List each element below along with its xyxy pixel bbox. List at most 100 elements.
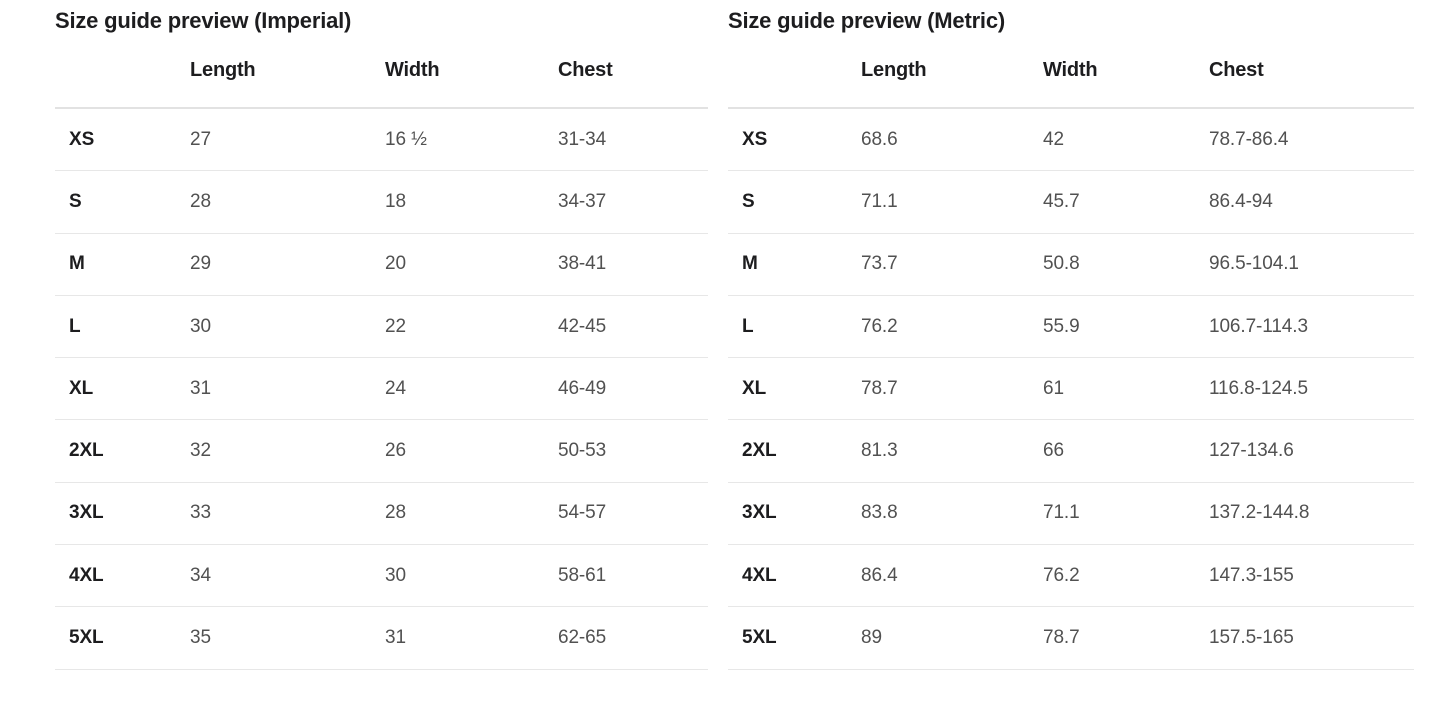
column-header-row: Length Width Chest (55, 58, 708, 82)
cell-size: 3XL (69, 502, 104, 524)
column-header-size (55, 58, 190, 82)
cell-length: 35 (190, 627, 211, 649)
cell-length: 68.6 (861, 128, 898, 150)
table-row: 5XL 89 78.7 157.5-165 (728, 607, 1414, 670)
cell-length: 73.7 (861, 253, 898, 275)
cell-size: XL (742, 377, 767, 399)
table-row: 4XL 34 30 58-61 (55, 545, 708, 608)
cell-chest: 54-57 (558, 502, 607, 524)
cell-length: 33 (190, 502, 211, 524)
table-row: 3XL 33 28 54-57 (55, 483, 708, 546)
column-header-length: Length (861, 59, 927, 81)
cell-chest: 31-34 (558, 128, 607, 150)
cell-width: 76.2 (1043, 564, 1080, 586)
cell-chest: 78.7-86.4 (1209, 128, 1289, 150)
cell-length: 30 (190, 315, 211, 337)
cell-length: 31 (190, 377, 211, 399)
cell-size: M (742, 253, 758, 275)
cell-length: 34 (190, 564, 211, 586)
cell-width: 31 (385, 627, 406, 649)
table-row: XL 78.7 61 116.8-124.5 (728, 358, 1414, 421)
table-row: M 29 20 38-41 (55, 234, 708, 296)
table-title: Size guide preview (Metric) (728, 8, 1006, 33)
column-header-size (728, 58, 861, 82)
table-row: XL 31 24 46-49 (55, 358, 708, 421)
cell-width: 55.9 (1043, 315, 1080, 337)
cell-length: 81.3 (861, 440, 898, 462)
cell-width: 16 ½ (385, 128, 427, 150)
cell-width: 78.7 (1043, 627, 1080, 649)
cell-chest: 137.2-144.8 (1209, 502, 1310, 524)
table-row: L 30 22 42-45 (55, 296, 708, 359)
table-row: XS 68.6 42 78.7-86.4 (728, 109, 1414, 172)
cell-size: XL (69, 377, 94, 399)
size-guide-imperial: Size guide preview (Imperial) Length Wid… (55, 8, 708, 670)
cell-length: 76.2 (861, 315, 898, 337)
size-guide-metric: Size guide preview (Metric) Length Width… (728, 8, 1414, 670)
table-row: M 73.7 50.8 96.5-104.1 (728, 234, 1414, 296)
cell-width: 18 (385, 190, 406, 212)
cell-chest: 127-134.6 (1209, 440, 1294, 462)
cell-size: L (69, 315, 81, 337)
column-header-width: Width (1043, 59, 1098, 81)
cell-chest: 50-53 (558, 440, 607, 462)
cell-size: 3XL (742, 502, 777, 524)
cell-width: 22 (385, 315, 406, 337)
cell-size: S (742, 190, 755, 212)
cell-size: 2XL (69, 440, 104, 462)
cell-chest: 116.8-124.5 (1209, 377, 1308, 399)
cell-length: 29 (190, 253, 211, 275)
column-header-chest: Chest (1209, 59, 1264, 81)
table-row: S 28 18 34-37 (55, 171, 708, 234)
cell-width: 26 (385, 440, 406, 462)
cell-chest: 106.7-114.3 (1209, 315, 1308, 337)
cell-chest: 38-41 (558, 253, 607, 275)
cell-length: 78.7 (861, 377, 898, 399)
cell-width: 42 (1043, 128, 1064, 150)
cell-chest: 157.5-165 (1209, 627, 1294, 649)
table-row: S 71.1 45.7 86.4-94 (728, 171, 1414, 234)
table-body: XS 27 16 ½ 31-34 S 28 18 34-37 M 29 20 3… (55, 107, 708, 670)
table-row: 2XL 81.3 66 127-134.6 (728, 420, 1414, 483)
cell-size: S (69, 190, 82, 212)
cell-width: 28 (385, 502, 406, 524)
cell-length: 28 (190, 190, 211, 212)
cell-length: 32 (190, 440, 211, 462)
cell-size: 4XL (69, 564, 104, 586)
cell-width: 50.8 (1043, 253, 1080, 275)
cell-chest: 147.3-155 (1209, 564, 1294, 586)
cell-length: 86.4 (861, 564, 898, 586)
cell-width: 30 (385, 564, 406, 586)
cell-chest: 34-37 (558, 190, 607, 212)
cell-size: XS (742, 128, 768, 150)
cell-chest: 62-65 (558, 627, 607, 649)
cell-width: 20 (385, 253, 406, 275)
cell-width: 71.1 (1043, 502, 1080, 524)
cell-chest: 96.5-104.1 (1209, 253, 1299, 275)
cell-chest: 46-49 (558, 377, 607, 399)
cell-length: 71.1 (861, 190, 898, 212)
table-row: 3XL 83.8 71.1 137.2-144.8 (728, 483, 1414, 546)
cell-size: M (69, 253, 85, 275)
cell-chest: 86.4-94 (1209, 190, 1273, 212)
cell-length: 89 (861, 627, 882, 649)
cell-length: 27 (190, 128, 211, 150)
cell-size: XS (69, 128, 95, 150)
table-row: L 76.2 55.9 106.7-114.3 (728, 296, 1414, 359)
table-row: 4XL 86.4 76.2 147.3-155 (728, 545, 1414, 608)
cell-chest: 58-61 (558, 564, 607, 586)
table-row: 5XL 35 31 62-65 (55, 607, 708, 670)
cell-size: 5XL (69, 627, 104, 649)
table-title: Size guide preview (Imperial) (55, 8, 352, 33)
cell-size: L (742, 315, 754, 337)
column-header-length: Length (190, 59, 256, 81)
column-header-chest: Chest (558, 59, 613, 81)
cell-width: 45.7 (1043, 190, 1080, 212)
cell-chest: 42-45 (558, 315, 607, 337)
table-row: XS 27 16 ½ 31-34 (55, 109, 708, 172)
cell-size: 2XL (742, 440, 777, 462)
table-body: XS 68.6 42 78.7-86.4 S 71.1 45.7 86.4-94… (728, 107, 1414, 670)
table-row: 2XL 32 26 50-53 (55, 420, 708, 483)
cell-size: 4XL (742, 564, 777, 586)
cell-width: 24 (385, 377, 406, 399)
